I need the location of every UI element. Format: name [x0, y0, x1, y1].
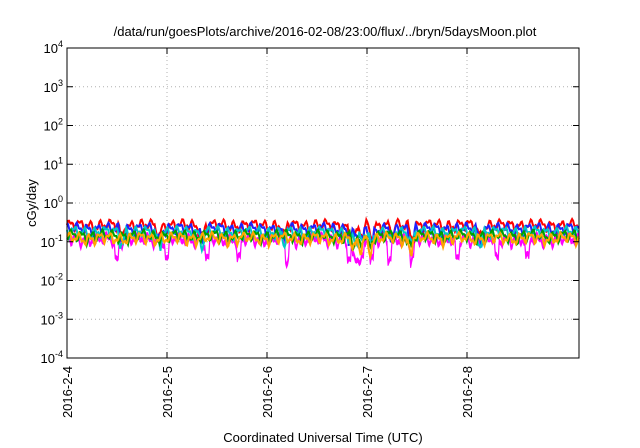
chart-title: /data/run/goesPlots/archive/2016-02-08/2…	[114, 24, 537, 39]
y-axis-label: cGy/day	[24, 179, 39, 227]
y-tick-label: 10-4	[41, 349, 63, 366]
y-tick-label: 101	[44, 155, 63, 172]
x-axis-label: Coordinated Universal Time (UTC)	[223, 430, 422, 445]
y-tick-label: 104	[44, 39, 63, 56]
data-series	[66, 216, 580, 270]
y-tick-label: 103	[44, 78, 63, 95]
plot-frame	[66, 47, 580, 359]
x-tick-label: 2016-2-6	[260, 366, 275, 418]
y-tick-label: 102	[44, 117, 63, 134]
x-tick-label: 2016-2-5	[160, 366, 175, 418]
axis-ticks	[66, 47, 579, 359]
grid-lines	[67, 48, 579, 358]
x-tick-label: 2016-2-8	[460, 366, 475, 418]
y-tick-label: 10-3	[41, 310, 63, 327]
y-tick-label: 10-1	[41, 233, 63, 250]
x-tick-labels: 2016-2-4 2016-2-5 2016-2-6 2016-2-7 2016-2-8	[60, 366, 475, 418]
series-line	[66, 229, 580, 261]
x-tick-label: 2016-2-7	[360, 366, 375, 418]
y-tick-labels: 104 103 102 101 100 10-1 10-2 10-3 10-4	[41, 39, 63, 366]
y-tick-label: 10-2	[41, 272, 63, 289]
x-tick-label: 2016-2-4	[60, 366, 75, 418]
y-tick-label: 100	[44, 194, 63, 211]
